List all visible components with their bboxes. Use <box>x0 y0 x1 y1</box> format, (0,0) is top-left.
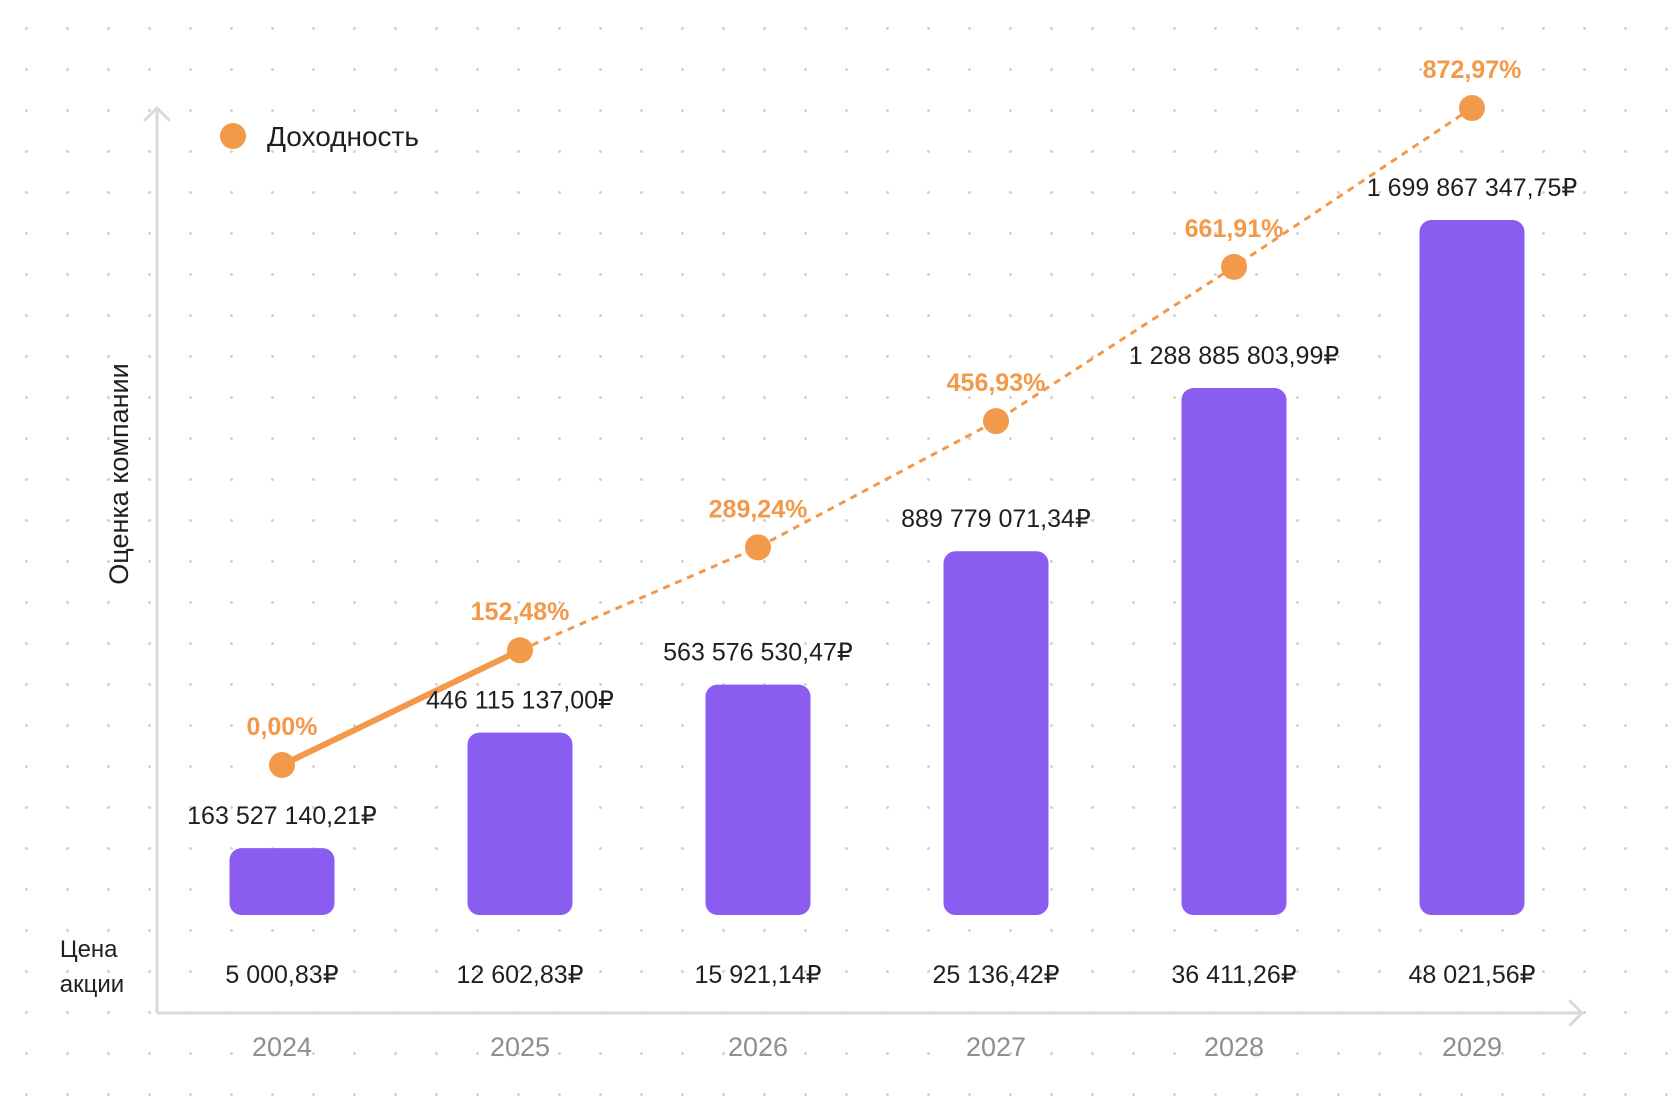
bar-value-label-2024: 163 527 140,21₽ <box>187 802 377 830</box>
yield-point-2029 <box>1459 95 1485 121</box>
bar-2025 <box>467 732 573 915</box>
yield-line-group <box>269 95 1485 778</box>
bar-2026 <box>705 684 811 915</box>
yield-point-2024 <box>269 752 295 778</box>
x-tick-label-2029: 2029 <box>1442 1032 1502 1062</box>
x-tick-label-2024: 2024 <box>252 1032 312 1062</box>
x-tick-label-2026: 2026 <box>728 1032 788 1062</box>
x-tick-label-2028: 2028 <box>1204 1032 1264 1062</box>
bar-value-label-2029: 1 699 867 347,75₽ <box>1367 174 1578 202</box>
x-tick-label-2027: 2027 <box>966 1032 1026 1062</box>
labels-group: 163 527 140,21₽ 446 115 137,00₽ 563 576 53… <box>187 56 1577 1062</box>
legend-marker <box>220 123 246 149</box>
y-axis-arrow <box>143 105 171 122</box>
bar-value-label-2027: 889 779 071,34₽ <box>901 505 1091 533</box>
bar-2027 <box>943 551 1049 915</box>
bar-value-label-2025: 446 115 137,00₽ <box>426 687 614 715</box>
price-label-2026: 15 921,14₽ <box>694 961 821 989</box>
price-row-title-line-2: акции <box>60 971 124 998</box>
x-axis-arrow <box>1568 999 1585 1027</box>
price-row-title: Цена акции <box>60 936 124 998</box>
price-label-2024: 5 000,83₽ <box>225 961 338 989</box>
price-label-2025: 12 602,83₽ <box>456 961 583 989</box>
bar-value-label-2026: 563 576 530,47₽ <box>663 639 853 667</box>
yield-label-2028: 661,91% <box>1185 215 1284 243</box>
x-tick-label-2025: 2025 <box>490 1032 550 1062</box>
yield-label-2024: 0,00% <box>247 713 318 741</box>
yield-line-solid-segment <box>279 647 523 768</box>
yield-point-2026 <box>745 534 771 561</box>
yield-label-2026: 289,24% <box>709 495 808 523</box>
yield-label-2029: 872,97% <box>1423 56 1522 84</box>
bar-2024 <box>229 848 335 915</box>
price-label-2028: 36 411,26₽ <box>1171 961 1296 989</box>
bar-2029 <box>1419 220 1525 915</box>
price-label-2029: 48 021,56₽ <box>1408 961 1535 989</box>
yield-line-dashed-segment <box>519 106 1473 652</box>
price-row-title-line-1: Цена <box>60 936 118 963</box>
legend: Доходность <box>220 121 419 152</box>
bars-group <box>229 220 1525 915</box>
legend-label: Доходность <box>267 121 419 152</box>
y-axis-title: Оценка компании <box>104 363 134 584</box>
yield-point-2028 <box>1221 253 1247 280</box>
yield-point-2027 <box>983 408 1009 435</box>
yield-label-2025: 152,48% <box>471 598 570 626</box>
yield-point-2025 <box>507 637 533 664</box>
bar-2028 <box>1181 388 1287 915</box>
axes <box>143 105 1585 1027</box>
price-label-2027: 25 136,42₽ <box>932 961 1059 989</box>
bar-value-label-2028: 1 288 885 803,99₽ <box>1129 342 1340 370</box>
yield-label-2027: 456,93% <box>947 369 1046 397</box>
